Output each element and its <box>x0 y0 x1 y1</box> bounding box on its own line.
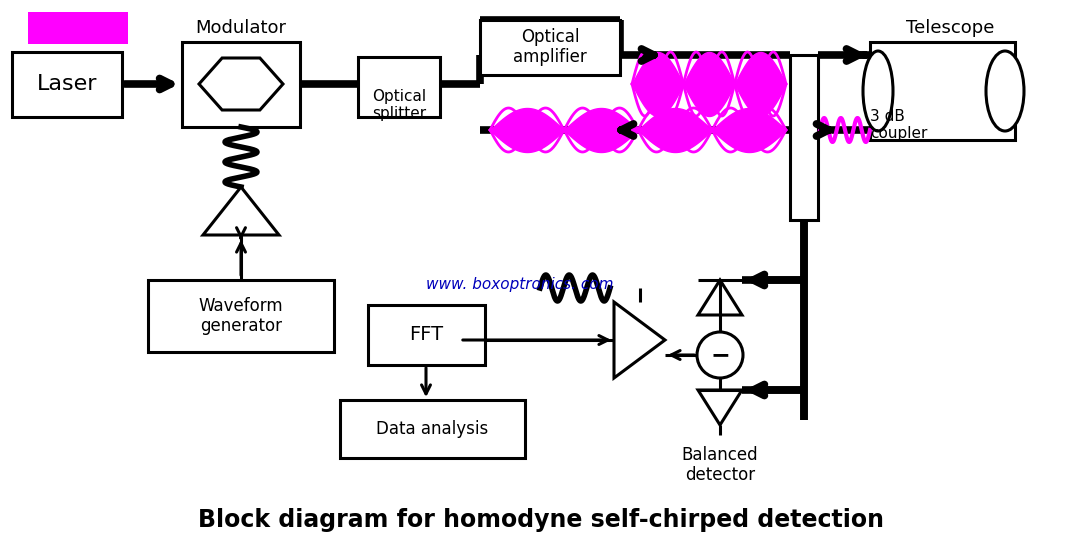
Polygon shape <box>698 390 742 425</box>
Bar <box>358 57 440 117</box>
Bar <box>480 20 620 75</box>
Text: −: − <box>710 343 730 367</box>
Text: Optical
splitter: Optical splitter <box>372 89 426 121</box>
Bar <box>148 280 334 352</box>
Text: Waveform
generator: Waveform generator <box>199 296 283 335</box>
Text: Data analysis: Data analysis <box>375 420 488 438</box>
Bar <box>790 55 818 220</box>
Polygon shape <box>199 58 283 110</box>
Bar <box>28 12 128 44</box>
Polygon shape <box>698 280 742 315</box>
Circle shape <box>697 332 743 378</box>
Ellipse shape <box>986 51 1024 131</box>
Text: Block diagram for homodyne self-chirped detection: Block diagram for homodyne self-chirped … <box>198 508 884 532</box>
Text: Optical
amplifier: Optical amplifier <box>513 28 586 67</box>
Polygon shape <box>613 302 665 378</box>
Bar <box>870 42 1015 140</box>
Bar <box>340 400 525 458</box>
Bar <box>12 52 122 117</box>
Text: www. boxoptronics. com: www. boxoptronics. com <box>426 278 613 293</box>
Text: 3 dB
coupler: 3 dB coupler <box>870 109 927 141</box>
Text: Telescope: Telescope <box>906 19 994 37</box>
Text: Laser: Laser <box>37 74 97 94</box>
Text: Modulator: Modulator <box>196 19 287 37</box>
Polygon shape <box>203 187 279 235</box>
Ellipse shape <box>863 51 893 131</box>
Text: FFT: FFT <box>409 326 443 345</box>
Text: Balanced
detector: Balanced detector <box>682 446 758 485</box>
Bar <box>368 305 485 365</box>
Bar <box>182 42 300 127</box>
